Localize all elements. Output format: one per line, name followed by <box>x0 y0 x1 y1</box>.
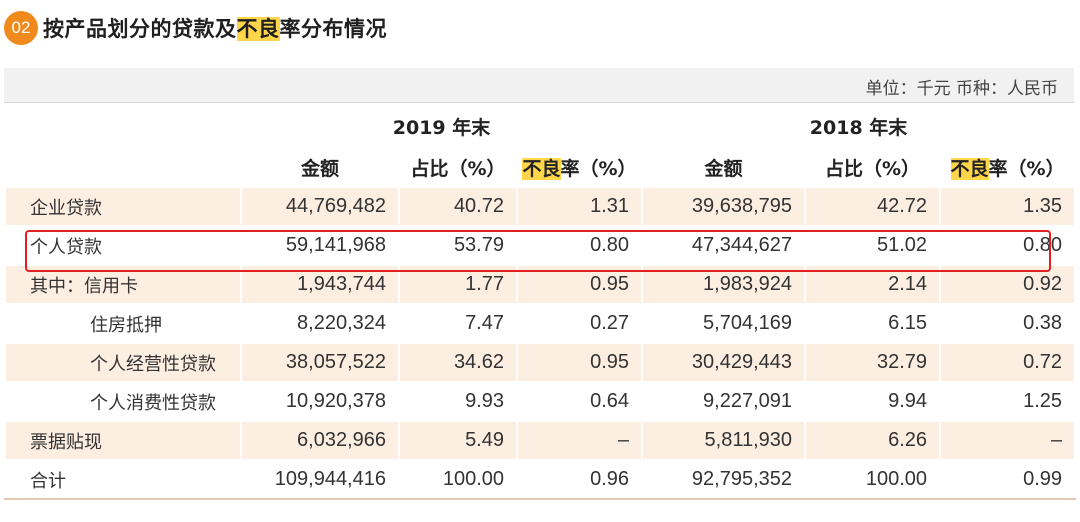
cell: 9.93 <box>398 381 518 422</box>
npl-rest: 率（%） <box>560 158 637 180</box>
cell: 109,944,416 <box>240 459 400 500</box>
cell: 100.00 <box>804 459 942 500</box>
cell: 100.00 <box>398 459 518 500</box>
table-row: 票据贴现 6,032,966 5.49 – 5,811,930 6.26 – <box>4 420 1077 461</box>
cell: 0.95 <box>515 342 644 383</box>
cell: 8,220,324 <box>240 303 400 344</box>
cell: 1.31 <box>515 186 644 227</box>
cell: 44,769,482 <box>240 186 400 227</box>
cell: 47,344,627 <box>641 225 807 266</box>
cell: 5,704,169 <box>641 303 807 344</box>
table-row: 住房抵押 8,220,324 7.47 0.27 5,704,169 6.15 … <box>4 303 1077 344</box>
cell: 1.25 <box>939 381 1077 422</box>
cell: 6.26 <box>804 420 942 461</box>
cell: – <box>939 420 1077 461</box>
table-row: 企业贷款 44,769,482 40.72 1.31 39,638,795 42… <box>4 186 1077 227</box>
cell: 38,057,522 <box>240 342 400 383</box>
row-label: 企业贷款 <box>4 186 242 227</box>
section-header: 02 按产品划分的贷款及不良率分布情况 <box>4 8 387 48</box>
col-npl-2018: 不良率（%） <box>939 147 1077 188</box>
section-number-badge: 02 <box>4 11 38 45</box>
cell: 0.96 <box>515 459 644 500</box>
cell: 0.27 <box>515 303 644 344</box>
cell: 40.72 <box>398 186 518 227</box>
cell: 6.15 <box>804 303 942 344</box>
cell: 0.64 <box>515 381 644 422</box>
row-label: 住房抵押 <box>4 303 242 344</box>
loan-distribution-table: 2019 年末 2018 年末 金额 占比（%） 不良率（%） 金额 占比（%）… <box>4 104 1077 500</box>
cell: 34.62 <box>398 342 518 383</box>
cell: 0.72 <box>939 342 1077 383</box>
col-amount-2019: 金额 <box>240 147 400 188</box>
npl-highlight: 不良 <box>950 158 989 180</box>
col-npl-2019: 不良率（%） <box>515 147 644 188</box>
cell: 6,032,966 <box>240 420 400 461</box>
cell: 7.47 <box>398 303 518 344</box>
cell: 5.49 <box>398 420 518 461</box>
year-header-2018: 2018 年末 <box>641 104 1077 149</box>
title-part1: 按产品划分的贷款及 <box>43 17 237 41</box>
table-row: 个人经营性贷款 38,057,522 34.62 0.95 30,429,443… <box>4 342 1077 383</box>
cell: 10,920,378 <box>240 381 400 422</box>
row-label: 票据贴现 <box>4 420 242 461</box>
cell: – <box>515 420 644 461</box>
col-amount-2018: 金额 <box>641 147 807 188</box>
unit-currency-note: 单位：千元 币种：人民币 <box>865 79 1058 99</box>
col-share-2019: 占比（%） <box>398 147 518 188</box>
cell: 0.99 <box>939 459 1077 500</box>
col-share-2018: 占比（%） <box>804 147 942 188</box>
cell: 32.79 <box>804 342 942 383</box>
cell: 30,429,443 <box>641 342 807 383</box>
row-label: 个人消费性贷款 <box>4 381 242 422</box>
title-part2: 率分布情况 <box>279 17 387 41</box>
cell: 5,811,930 <box>641 420 807 461</box>
table-row: 个人消费性贷款 10,920,378 9.93 0.64 9,227,091 9… <box>4 381 1077 422</box>
unit-bar: 单位：千元 币种：人民币 <box>4 68 1074 103</box>
cell: 9.94 <box>804 381 942 422</box>
row-label: 合计 <box>4 459 242 500</box>
npl-highlight: 不良 <box>522 158 561 180</box>
highlight-box <box>25 230 1051 272</box>
header-blank <box>4 104 242 148</box>
table-row-total: 合计 109,944,416 100.00 0.96 92,795,352 10… <box>4 459 1077 500</box>
cell: 1.35 <box>939 186 1077 227</box>
row-label: 个人经营性贷款 <box>4 342 242 383</box>
year-header-2019: 2019 年末 <box>239 104 644 149</box>
cell: 39,638,795 <box>641 186 807 227</box>
cell: 42.72 <box>804 186 942 227</box>
npl-rest: 率（%） <box>988 158 1065 180</box>
cell: 0.38 <box>939 303 1077 344</box>
table-row: 其中：信用卡 1,943,744 1.77 0.95 1,983,924 2.1… <box>4 264 1077 305</box>
cell: 9,227,091 <box>641 381 807 422</box>
section-title: 按产品划分的贷款及不良率分布情况 <box>43 13 387 43</box>
cell: 92,795,352 <box>641 459 807 500</box>
title-highlight: 不良 <box>236 17 280 41</box>
header-blank-2 <box>4 147 242 188</box>
